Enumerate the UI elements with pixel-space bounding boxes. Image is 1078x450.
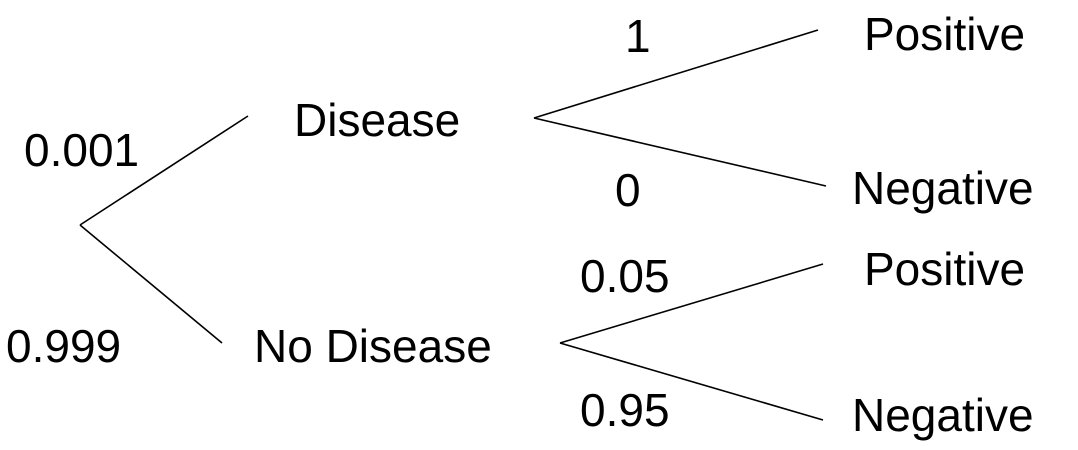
probability-label-no-disease: 0.999 <box>6 320 121 372</box>
branch-disease-to-positive <box>533 29 819 119</box>
node-label-disease: Disease <box>294 94 460 146</box>
branch-no-disease-to-negative <box>559 342 824 421</box>
branch-root-to-no-disease <box>79 224 223 344</box>
branch-no-disease-to-positive <box>559 263 824 344</box>
branch-root-to-disease <box>79 115 249 226</box>
probability-label-no-disease-negative: 0.95 <box>580 384 670 436</box>
leaf-label-no-disease-positive: Positive <box>864 243 1025 295</box>
probability-label-no-disease-positive: 0.05 <box>580 250 670 302</box>
node-label-no-disease: No Disease <box>254 320 492 372</box>
leaf-label-disease-positive: Positive <box>864 8 1025 60</box>
probability-label-disease: 0.001 <box>24 124 139 176</box>
branch-disease-to-negative <box>533 117 827 187</box>
leaf-label-disease-negative: Negative <box>852 162 1034 214</box>
leaf-label-no-disease-negative: Negative <box>852 389 1034 441</box>
probability-label-disease-positive: 1 <box>625 10 651 62</box>
probability-label-disease-negative: 0 <box>615 164 641 216</box>
